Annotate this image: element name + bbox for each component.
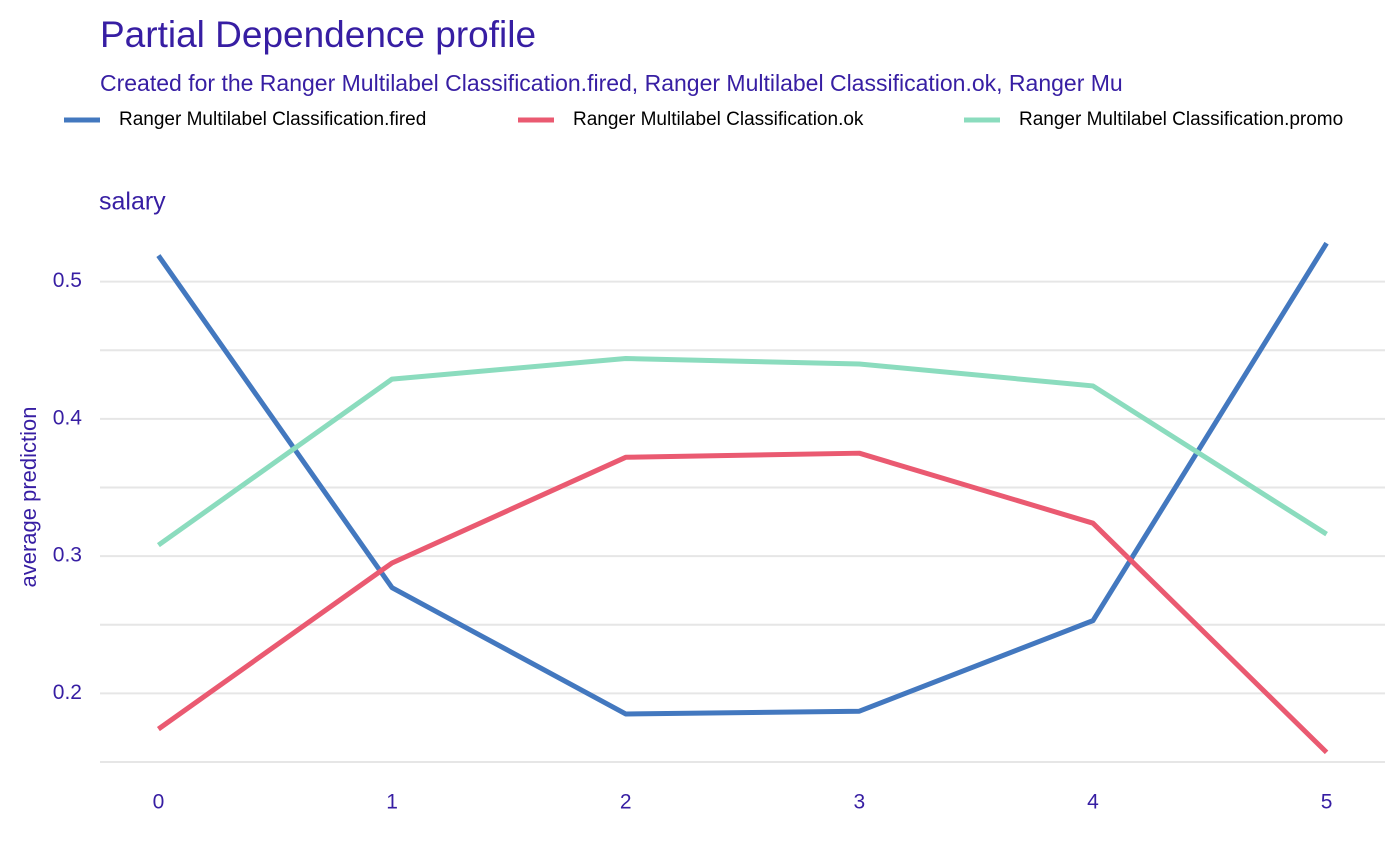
x-tick-label: 1 [386, 791, 398, 814]
line-series [156, 355, 1328, 548]
y-tick-label: 0.3 [53, 544, 82, 567]
x-tick-label: 4 [1087, 791, 1099, 814]
y-tick-label: 0.4 [53, 406, 83, 429]
x-tick-label: 5 [1321, 791, 1333, 814]
legend-label: Ranger Multilabel Classification.ok [573, 109, 864, 130]
chart-subtitle: Created for the Ranger Multilabel Classi… [100, 70, 1123, 96]
x-tick-label: 0 [153, 791, 165, 814]
y-axis-label: average prediction [16, 406, 41, 587]
legend-label: Ranger Multilabel Classification.fired [119, 109, 426, 130]
line-series [156, 450, 1329, 755]
facet-label: salary [99, 188, 166, 216]
legend-label: Ranger Multilabel Classification.promo [1019, 109, 1343, 130]
y-tick-label: 0.5 [53, 269, 82, 292]
chart-title: Partial Dependence profile [100, 14, 536, 55]
line-series [156, 241, 1329, 717]
x-tick-label: 3 [853, 791, 865, 814]
y-tick-label: 0.2 [53, 681, 82, 704]
x-tick-label: 2 [620, 791, 632, 814]
